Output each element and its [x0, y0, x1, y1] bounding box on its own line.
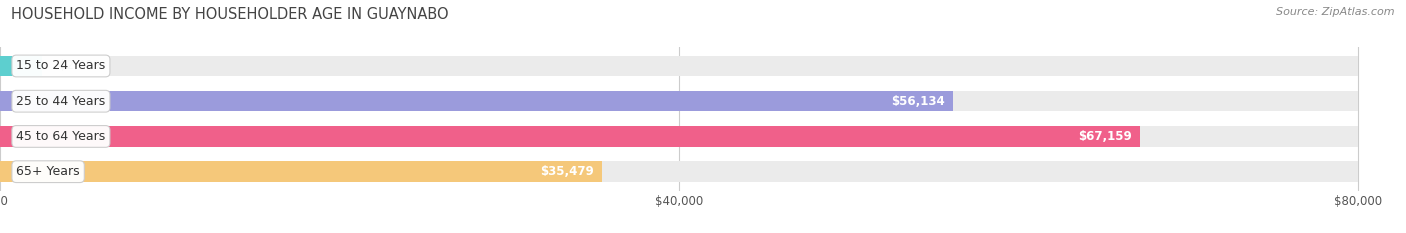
Text: HOUSEHOLD INCOME BY HOUSEHOLDER AGE IN GUAYNABO: HOUSEHOLD INCOME BY HOUSEHOLDER AGE IN G…	[11, 7, 449, 22]
Bar	[0, 56, 1358, 76]
Bar	[0, 56, 42, 76]
Text: $56,134: $56,134	[891, 95, 945, 108]
Text: 15 to 24 Years: 15 to 24 Years	[17, 59, 105, 72]
Text: 25 to 44 Years: 25 to 44 Years	[17, 95, 105, 108]
Bar	[0, 161, 602, 182]
Bar	[0, 126, 1140, 147]
Text: $35,479: $35,479	[540, 165, 593, 178]
Text: $2,499: $2,499	[59, 59, 100, 72]
Bar	[0, 91, 1358, 111]
Bar	[0, 91, 953, 111]
Text: $67,159: $67,159	[1078, 130, 1132, 143]
Text: Source: ZipAtlas.com: Source: ZipAtlas.com	[1277, 7, 1395, 17]
Bar	[0, 126, 1358, 147]
Bar	[0, 161, 1358, 182]
Text: 65+ Years: 65+ Years	[17, 165, 80, 178]
Text: 45 to 64 Years: 45 to 64 Years	[17, 130, 105, 143]
